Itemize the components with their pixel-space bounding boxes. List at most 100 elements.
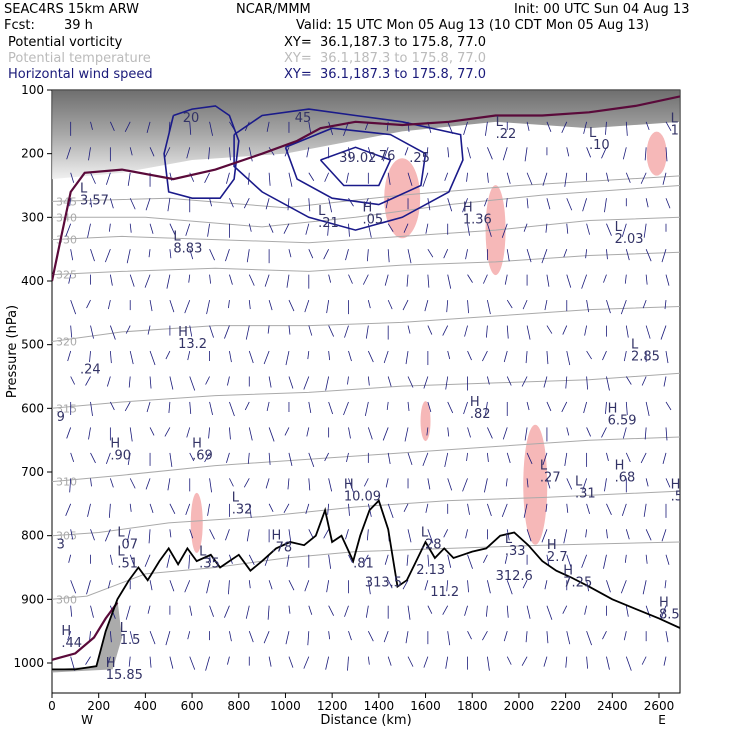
y-tick-label-700: 700: [21, 465, 44, 479]
wind-vector-271: [304, 299, 310, 313]
wind-vector-659: [641, 656, 647, 665]
x-tick-label-1000: 1000: [270, 699, 301, 713]
wind-vector-59: [108, 503, 111, 518]
wind-vector-661: [665, 147, 668, 162]
wind-vector-144: [186, 427, 191, 438]
wind-vector-419: [447, 147, 450, 158]
wind-vector-609: [606, 503, 612, 515]
wind-vector-217: [245, 605, 250, 619]
wind-vector-465: [484, 198, 488, 207]
pv-extremum-low-19: L: [589, 126, 597, 141]
wind-vector-511: [526, 249, 532, 263]
wind-vector-623: [620, 299, 627, 315]
wind-vector-133: [186, 147, 191, 159]
wind-vector-284: [307, 631, 310, 646]
wind-vector-247: [288, 249, 292, 258]
wind-vector-429: [447, 401, 454, 414]
wind-vector-517: [526, 401, 530, 411]
wind-vector-397: [426, 147, 429, 157]
wind-vector-290: [327, 223, 330, 236]
wind-vector-85: [125, 605, 131, 620]
wind-vector-593: [586, 656, 589, 669]
wind-vector-206: [245, 325, 250, 340]
wind-vector-351: [367, 656, 370, 665]
y-tick-label-1000: 1000: [13, 656, 44, 670]
pv-value-label-1: 8.83: [173, 241, 202, 256]
wind-vector-437: [442, 605, 449, 615]
pv-value-label-42: 3: [57, 537, 65, 552]
wind-vector-576: [586, 223, 591, 235]
wind-vector-341: [364, 401, 369, 417]
wind-vector-2: [70, 172, 75, 183]
theta-label-320: 320: [56, 335, 77, 348]
wind-vector-189: [226, 452, 230, 464]
pv-extremum-low-9: L: [199, 545, 207, 560]
wind-vector-237: [264, 554, 270, 566]
wind-vector-344: [363, 478, 369, 487]
wind-vector-569: [562, 605, 568, 614]
wind-vector-186: [227, 376, 230, 386]
pv-extremum-high-41: H: [106, 656, 116, 671]
wind-vector-104: [148, 529, 151, 544]
y-tick-label-600: 600: [21, 401, 44, 415]
wind-vector-329: [347, 656, 349, 671]
pv-value-label-13: .05: [362, 213, 383, 228]
wind-vector-518: [524, 427, 528, 441]
wind-vector-470: [485, 325, 488, 338]
wind-vector-241: [268, 656, 272, 667]
pv-extremum-high-27: H: [615, 459, 625, 474]
pv-value-label-25: .27: [540, 471, 561, 486]
wind-vector-516: [521, 376, 528, 387]
wind-vector-83: [129, 554, 135, 566]
wind-vector-23: [88, 147, 91, 161]
wind-vector-426: [442, 325, 449, 336]
wind-vector-398: [422, 172, 429, 187]
pv-extremum-high-4: H: [110, 436, 120, 451]
wind-vector-215: [248, 554, 255, 565]
theta-label-300: 300: [56, 593, 77, 606]
wind-vector-256: [287, 478, 290, 490]
wind-vector-75: [129, 350, 134, 365]
wind-vector-600: [603, 274, 607, 283]
wind-vector-622: [624, 274, 627, 284]
wind-vector-475: [487, 452, 489, 462]
wind-vector-572: [583, 121, 588, 134]
valid-time: Valid: 15 UTC Mon 05 Aug 13 (10 CDT Mon …: [296, 18, 650, 33]
wind-vector-677: [665, 554, 670, 565]
wind-vector-87: [128, 656, 131, 667]
wind-vector-181: [225, 249, 230, 262]
wind-vector-317: [348, 350, 352, 362]
wind-vector-44: [109, 121, 115, 131]
y-tick-label-400: 400: [21, 274, 44, 288]
wind-vector-598: [606, 223, 612, 236]
wind-vector-547: [546, 605, 553, 620]
x-tick-label-1400: 1400: [364, 699, 395, 713]
wind-vector-227: [268, 299, 273, 311]
wind-vector-312: [348, 223, 350, 237]
wind-vector-362: [387, 376, 392, 387]
field-label-wind: Horizontal wind speed: [8, 67, 153, 82]
pv-extremum-high-24: H: [608, 401, 618, 416]
wind-vector-38: [90, 529, 95, 541]
pv-value-label-26: .31: [575, 486, 596, 501]
wind-vector-7: [70, 299, 77, 315]
wind-vector-35: [90, 452, 96, 464]
wind-vector-507: [524, 147, 528, 162]
wind-vector-148: [189, 529, 194, 539]
wind-vector-293: [326, 300, 330, 314]
theta-contour-315: [52, 372, 680, 409]
wind-vector-509: [526, 198, 529, 209]
x-axis-label: Distance (km): [320, 713, 411, 728]
wind-vector-595: [601, 147, 607, 159]
wind-vector-679: [660, 605, 667, 619]
wind-vector-184: [224, 325, 230, 339]
pv-value-label-22: 2.85: [631, 350, 660, 365]
pv-value-label-31: .33: [505, 544, 526, 559]
wind-vector-615: [606, 656, 610, 670]
wind-vector-346: [366, 529, 369, 541]
wind-vector-153: [189, 656, 196, 670]
wind-vector-502: [506, 580, 513, 595]
wind-vector-195: [224, 605, 230, 618]
pv-extremum-high-28: H: [671, 478, 681, 493]
wind-vector-539: [546, 401, 552, 412]
